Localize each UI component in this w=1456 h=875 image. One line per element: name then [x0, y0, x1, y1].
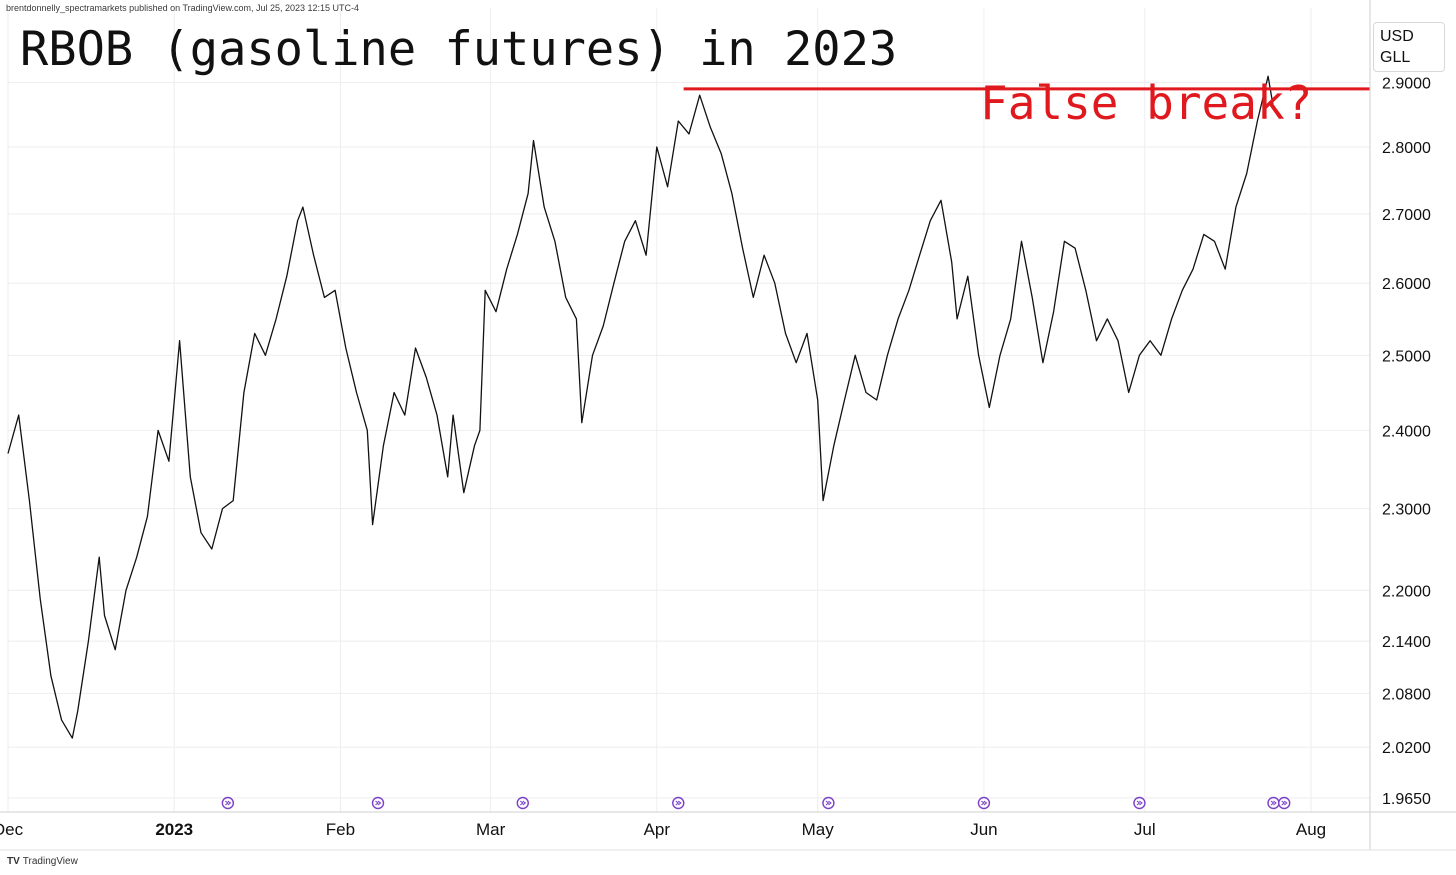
- event-marker-icon[interactable]: [371, 796, 385, 810]
- event-marker-arrows: [981, 800, 988, 806]
- y-tick-label: 2.1400: [1382, 634, 1431, 651]
- x-tick-label: Mar: [476, 820, 506, 839]
- x-tick-label: Aug: [1296, 820, 1326, 839]
- y-tick-label: 2.2000: [1382, 583, 1431, 600]
- event-marker-arrows: [375, 800, 382, 806]
- event-marker-arrows: [519, 800, 527, 806]
- y-tick-label: 2.3000: [1382, 502, 1431, 519]
- event-marker-icon[interactable]: [1267, 796, 1280, 810]
- event-marker-icon[interactable]: [672, 796, 685, 810]
- y-tick-label: 2.0200: [1382, 740, 1431, 757]
- event-marker-arrows: [1281, 800, 1288, 806]
- event-marker-arrows: [825, 800, 832, 806]
- plot-area: [7, 75, 1370, 739]
- event-marker-arrows: [1270, 800, 1277, 806]
- price-series-line: [7, 75, 1275, 739]
- tradingview-logo[interactable]: TV TradingView: [7, 856, 78, 867]
- unit-label: GLL: [1380, 49, 1411, 66]
- event-marker-arrows: [225, 800, 232, 806]
- event-marker-icon[interactable]: [516, 796, 529, 810]
- x-tick-label: Apr: [644, 820, 671, 839]
- x-axis: Dec 2023 Feb Mar Apr May Jun Jul Aug: [0, 811, 1456, 851]
- y-tick-label: 2.0800: [1382, 686, 1431, 703]
- x-tick-label: Jul: [1134, 820, 1156, 839]
- y-axis: 1.9650 2.0200 2.0800 2.1400 2.2000 2.3000 2.40…: [1369, 0, 1431, 850]
- chart-title: RBOB (gasoline futures) in 2023: [20, 22, 898, 77]
- x-tick-label: Jun: [970, 820, 997, 839]
- event-marker-icon[interactable]: [1278, 796, 1291, 810]
- y-tick-label: 2.4000: [1382, 423, 1431, 440]
- event-markers: [221, 796, 1291, 810]
- x-tick-label: Dec: [0, 820, 24, 839]
- x-tick-label: Feb: [326, 820, 355, 839]
- x-tick-label: 2023: [155, 820, 193, 839]
- tradingview-logo-text: TradingView: [22, 856, 78, 867]
- published-note: brentdonnelly_spectramarkets published o…: [6, 3, 360, 13]
- event-marker-icon[interactable]: [977, 796, 991, 810]
- currency-label: USD: [1380, 28, 1414, 45]
- y-tick-label: 2.9000: [1382, 76, 1431, 93]
- currency-unit-label[interactable]: USD GLL: [1373, 22, 1445, 72]
- event-marker-arrows: [1136, 800, 1143, 806]
- y-tick-label: 2.5000: [1382, 348, 1431, 365]
- false-break-annotation: False break?: [980, 76, 1313, 130]
- x-tick-label: May: [802, 820, 835, 839]
- event-marker-arrows: [675, 800, 682, 806]
- event-marker-icon[interactable]: [822, 796, 835, 810]
- y-tick-label: 2.6000: [1382, 276, 1431, 293]
- event-marker-icon[interactable]: [221, 796, 235, 810]
- y-tick-label: 1.9650: [1382, 791, 1431, 808]
- y-tick-label: 2.7000: [1382, 207, 1431, 224]
- y-tick-label: 2.8000: [1382, 140, 1431, 157]
- tradingview-logo-icon: TV: [7, 856, 20, 867]
- event-marker-icon[interactable]: [1133, 796, 1146, 810]
